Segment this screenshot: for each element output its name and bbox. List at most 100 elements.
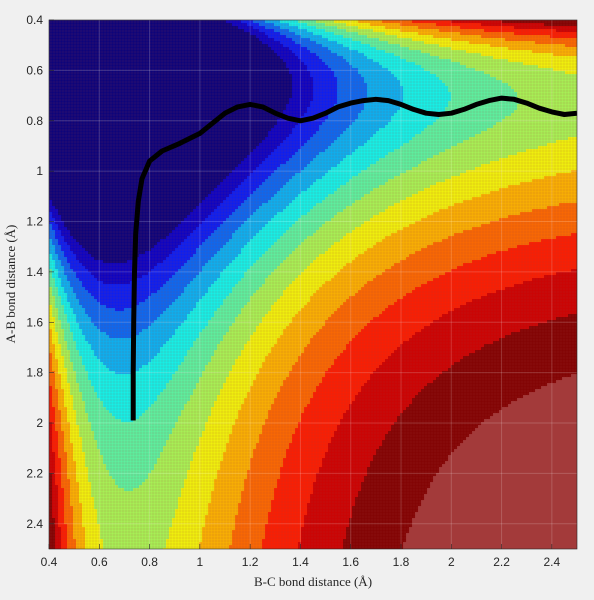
contour-cell-3281 [388, 74, 391, 77]
contour-cell-3485 [472, 77, 475, 80]
contour-cell-487 [454, 26, 457, 29]
contour-cell-3914 [175, 86, 178, 89]
contour-cell-820 [397, 32, 400, 35]
contour-cell-84 [301, 20, 304, 23]
contour-cell-258 [295, 23, 298, 26]
contour-cell-960 [289, 35, 292, 38]
contour-cell-728 [121, 32, 124, 35]
contour-cell-3450 [367, 77, 370, 80]
contour-cell-460 [373, 26, 376, 29]
contour-cell-1758 [571, 47, 574, 50]
contour-cell-1772 [85, 50, 88, 53]
contour-cell-1317 [304, 41, 307, 44]
contour-cell-3680 [529, 80, 532, 83]
contour-cell-3901 [136, 86, 139, 89]
contour-cell-2697 [220, 65, 223, 68]
contour-cell-3034 [175, 71, 178, 74]
contour-cell-2624 [529, 62, 532, 65]
contour-cell-1537 [436, 44, 439, 47]
contour-cell-793 [316, 32, 319, 35]
contour-cell-2381 [328, 59, 331, 62]
contour-cell-544 [97, 29, 100, 32]
contour-cell-1804 [181, 50, 184, 53]
contour-cell-3686 [547, 80, 550, 83]
contour-cell-3464 [409, 77, 412, 80]
contour-cell-3374 [139, 77, 142, 80]
contour-cell-1735 [502, 47, 505, 50]
contour-cell-2361 [268, 59, 271, 62]
contour-cell-231 [214, 23, 217, 26]
contour-cell-17 [100, 20, 103, 23]
contour-cell-4276 [205, 92, 208, 95]
contour-cell-3702 [67, 83, 70, 86]
contour-cell-4218 [559, 89, 562, 92]
contour-cell-2683 [178, 65, 181, 68]
contour-cell-1694 [379, 47, 382, 50]
contour-cell-2000 [241, 53, 244, 56]
contour-cell-1689 [364, 47, 367, 50]
contour-cell-31 [142, 20, 145, 23]
contour-cell-609 [292, 29, 295, 32]
contour-cell-528 [49, 29, 52, 32]
contour-cell-3079 [310, 71, 313, 74]
contour-cell-3881 [76, 86, 79, 89]
contour-cell-3851 [514, 83, 517, 86]
contour-cell-3698 [55, 83, 58, 86]
contour-cell-537 [76, 29, 79, 32]
contour-cell-3621 [352, 80, 355, 83]
contour-cell-1424 [97, 44, 100, 47]
contour-cell-3924 [205, 86, 208, 89]
contour-cell-1433 [124, 44, 127, 47]
contour-cell-3563 [178, 80, 181, 83]
contour-cell-658 [439, 29, 442, 32]
contour-cell-4281 [220, 92, 223, 95]
contour-cell-3248 [289, 74, 292, 77]
contour-cell-3470 [427, 77, 430, 80]
contour-cell-493 [472, 26, 475, 29]
contour-cell-1449 [172, 44, 175, 47]
contour-cell-1493 [304, 44, 307, 47]
contour-cell-400 [193, 26, 196, 29]
contour-cell-2406 [403, 59, 406, 62]
contour-cell-3604 [301, 80, 304, 83]
contour-cell-3474 [439, 77, 442, 80]
contour-cell-3994 [415, 86, 418, 89]
contour-cell-903 [118, 35, 121, 38]
contour-cell-2044 [373, 53, 376, 56]
contour-cell-387 [154, 26, 157, 29]
contour-cell-4106 [223, 89, 226, 92]
contour-cell-3916 [181, 86, 184, 89]
contour-cell-3045 [208, 71, 211, 74]
contour-cell-535 [70, 29, 73, 32]
contour-cell-4263 [166, 92, 169, 95]
contour-cell-29 [136, 20, 139, 23]
contour-cell-2895 [286, 68, 289, 71]
contour-cell-3896 [121, 86, 124, 89]
contour-cell-1451 [178, 44, 181, 47]
contour-cell-683 [514, 29, 517, 32]
contour-cell-3977 [364, 86, 367, 89]
contour-cell-4023 [502, 86, 505, 89]
contour-cell-2601 [460, 62, 463, 65]
contour-cell-3941 [256, 86, 259, 89]
contour-cell-2191 [286, 56, 289, 59]
contour-cell-455 [358, 26, 361, 29]
contour-cell-1201 [484, 38, 487, 41]
contour-cell-3326 [523, 74, 526, 77]
contour-cell-1768 [73, 50, 76, 53]
contour-cell-1996 [229, 53, 232, 56]
contour-cell-3736 [169, 83, 172, 86]
contour-cell-507 [514, 26, 517, 29]
contour-cell-1987 [202, 53, 205, 56]
contour-cell-936 [217, 35, 220, 38]
contour-cell-1708 [421, 47, 424, 50]
contour-cell-1592 [73, 47, 76, 50]
contour-cell-608 [289, 29, 292, 32]
contour-cell-1706 [415, 47, 418, 50]
contour-cell-1585 [52, 47, 55, 50]
contour-cell-922 [175, 35, 178, 38]
contour-cell-2091 [514, 53, 517, 56]
contour-cell-2258 [487, 56, 490, 59]
contour-cell-1745 [532, 47, 535, 50]
contour-cell-2305 [100, 59, 103, 62]
